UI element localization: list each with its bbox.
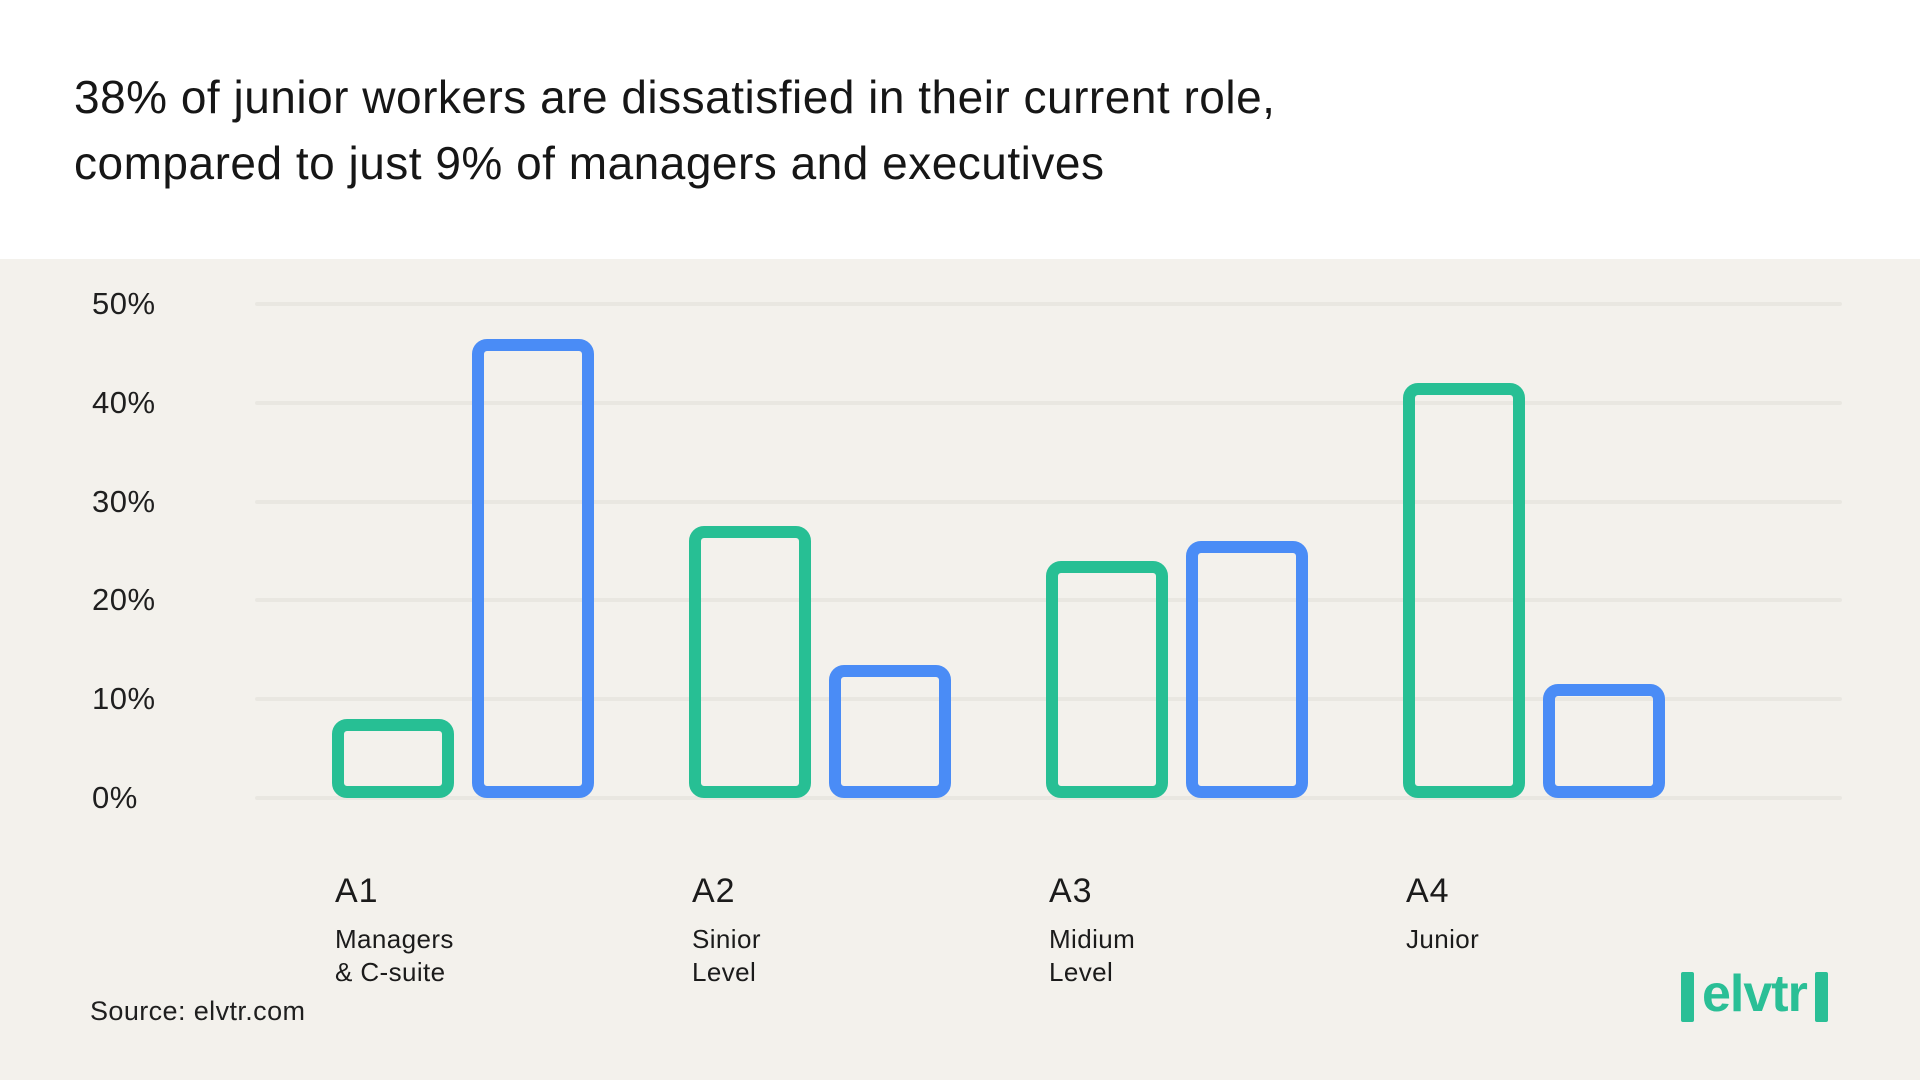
y-tick-label: 30%: [92, 483, 156, 519]
gridline: [255, 499, 1842, 504]
y-tick-label: 50%: [92, 286, 156, 321]
category-code: A3: [1049, 872, 1093, 910]
bar-a2-blue: [829, 665, 951, 798]
bar-a1-blue: [472, 339, 594, 798]
bar-a3-blue: [1186, 541, 1308, 798]
bar-a4-green: [1403, 383, 1525, 798]
category-description: Sinior Level: [692, 924, 761, 987]
logo-text: elvtr: [1702, 965, 1808, 1023]
gridline: [255, 302, 1842, 306]
elvtr-logo: elvtr: [1681, 965, 1828, 1023]
y-tick-label: 40%: [92, 384, 156, 420]
gridline: [255, 796, 1842, 800]
y-tick-label: 0%: [92, 780, 138, 815]
category-label-a3: A3 Midium Level: [1049, 872, 1135, 989]
logo-left-bar-icon: [1681, 972, 1694, 1022]
category-description: Midium Level: [1049, 924, 1136, 987]
logo-right-bar-icon: [1814, 972, 1828, 1022]
header-band: [0, 0, 1920, 259]
bar-a1-green: [332, 719, 454, 798]
bar-a3-green: [1046, 561, 1168, 798]
chart-title: 38% of junior workers are dissatisfied i…: [74, 71, 1276, 189]
category-description: Managers & C-suite: [335, 924, 454, 987]
category-code: A4: [1406, 872, 1450, 910]
plot-background: [0, 259, 1920, 1080]
category-label-a2: A2 Sinior Level: [692, 872, 761, 989]
y-tick-label: 10%: [92, 681, 156, 717]
category-description: Junior: [1406, 924, 1480, 954]
category-label-a1: A1 Managers & C-suite: [335, 872, 454, 989]
category-code: A1: [335, 872, 379, 910]
category-code: A2: [692, 872, 736, 910]
source-label: Source: elvtr.com: [90, 996, 306, 1026]
category-label-a4: A4 Junior: [1406, 872, 1479, 956]
gridline: [255, 400, 1842, 405]
bar-a4-blue: [1543, 684, 1665, 798]
y-tick-label: 20%: [92, 582, 156, 618]
bar-a2-green: [689, 526, 811, 798]
